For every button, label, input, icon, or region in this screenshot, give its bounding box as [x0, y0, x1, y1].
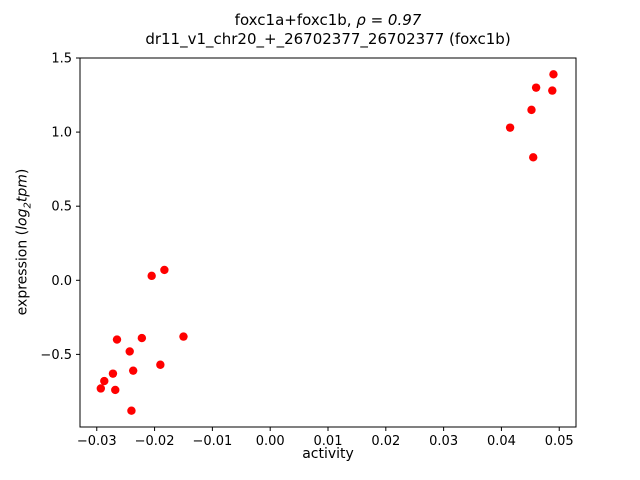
x-tick-label: −0.02	[135, 434, 175, 449]
data-point	[100, 376, 109, 386]
y-label-suffix: )	[14, 168, 31, 175]
data-point	[531, 83, 541, 92]
data-point	[96, 384, 106, 393]
x-tick-label: 0.02	[371, 434, 400, 449]
data-point	[156, 360, 165, 369]
data-point	[147, 271, 156, 281]
y-label-prefix: expression (	[14, 229, 31, 316]
y-label-subscript: 2	[22, 202, 34, 209]
data-point	[549, 70, 558, 79]
y-axis-label: expression (log2tpm)	[15, 169, 34, 316]
data-point	[127, 406, 136, 415]
data-point	[125, 347, 134, 356]
plot-frame	[79, 57, 577, 428]
x-tick-label: 0.00	[256, 434, 285, 449]
x-tick-label: 0.05	[545, 434, 574, 449]
data-point	[108, 369, 118, 378]
data-point	[111, 385, 120, 395]
x-tick-label: −0.01	[192, 434, 232, 449]
data-point	[112, 335, 122, 344]
y-tick-label: −0.5	[40, 348, 72, 363]
y-tick-label: 1.0	[51, 126, 72, 141]
x-tick-label: 0.03	[429, 434, 458, 449]
x-tick-label: −0.03	[77, 434, 117, 449]
y-label-log: log	[14, 208, 31, 230]
y-tick-label: 1.5	[51, 52, 72, 67]
title-rho-value: ρ = 0.97	[356, 11, 422, 29]
data-point	[529, 153, 538, 162]
y-label-tpm: tpm	[14, 174, 31, 203]
data-point	[505, 123, 515, 132]
chart-title-line2: dr11_v1_chr20_+_26702377_26702377 (foxc1…	[145, 30, 511, 48]
data-point	[160, 265, 169, 275]
chart-title-line1: foxc1a+foxc1b, ρ = 0.97	[80, 11, 576, 30]
data-point	[128, 366, 138, 375]
x-tick-label: 0.04	[487, 434, 516, 449]
x-tick-label: 0.01	[314, 434, 343, 449]
data-point	[548, 86, 557, 95]
y-tick-label: 0.0	[51, 274, 72, 289]
chart-title: foxc1a+foxc1b, ρ = 0.97 dr11_v1_chr20_+_…	[80, 11, 576, 49]
data-point	[137, 333, 147, 343]
data-point	[527, 105, 536, 115]
title-text: foxc1a+foxc1b,	[234, 11, 357, 29]
data-point	[179, 332, 188, 341]
y-tick-label: 0.5	[51, 200, 72, 215]
x-axis-label: activity	[302, 446, 354, 462]
